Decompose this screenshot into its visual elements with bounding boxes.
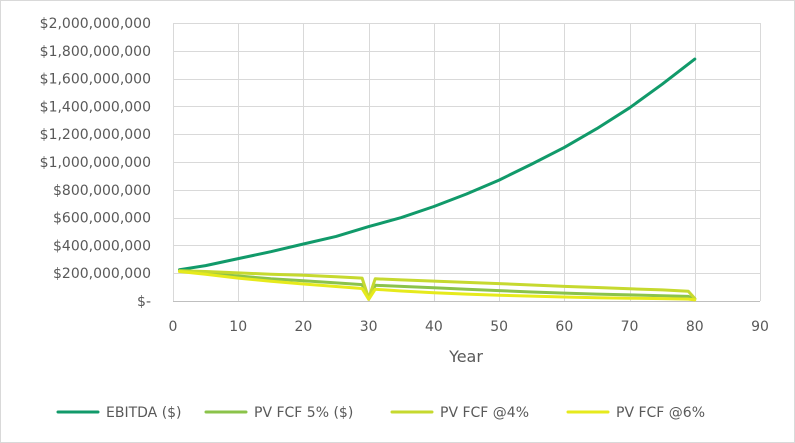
y-axis-tick-labels: $- $200,000,000 $400,000,000 $600,000,000 $8… — [40, 16, 151, 310]
x-tick-label: 80 — [686, 319, 704, 335]
series-line — [178, 57, 697, 272]
x-tick-label: 30 — [360, 319, 378, 335]
y-tick-label: $600,000,000 — [53, 211, 151, 227]
y-tick-label: $800,000,000 — [53, 183, 151, 199]
x-tick-label: 0 — [169, 319, 178, 335]
x-tick-label: 40 — [425, 319, 443, 335]
legend-label: PV FCF 5% ($) — [254, 405, 353, 421]
legend-item: PV FCF 5% ($) — [204, 405, 353, 421]
legend-label: PV FCF @6% — [616, 405, 705, 421]
x-tick-label: 20 — [295, 319, 313, 335]
y-tick-label: $1,600,000,000 — [40, 72, 151, 88]
y-tick-label: $1,400,000,000 — [40, 99, 151, 115]
gridlines — [173, 23, 761, 302]
y-tick-label: $200,000,000 — [53, 266, 151, 282]
legend-item: EBITDA ($) — [56, 405, 182, 421]
x-tick-label: 90 — [751, 319, 769, 335]
x-tick-label: 60 — [555, 319, 573, 335]
legend-label: EBITDA ($) — [106, 405, 182, 421]
legend: EBITDA ($) PV FCF 5% ($) PV FCF @4% PV FCF … — [56, 405, 705, 421]
legend-item: PV FCF @4% — [390, 405, 529, 421]
y-tick-label: $1,000,000,000 — [40, 155, 151, 171]
x-tick-label: 10 — [229, 319, 247, 335]
y-tick-label: $2,000,000,000 — [40, 16, 151, 32]
y-tick-label: $1,200,000,000 — [40, 127, 151, 143]
x-tick-label: 70 — [621, 319, 639, 335]
series-lines — [178, 57, 697, 302]
x-axis-title: Year — [448, 347, 483, 366]
y-tick-label: $400,000,000 — [53, 238, 151, 254]
series-line — [178, 270, 697, 302]
x-tick-label: 50 — [490, 319, 508, 335]
series-line — [178, 269, 697, 300]
x-axis-tick-labels: 0 10 20 30 40 50 60 70 80 90 — [169, 319, 769, 335]
y-tick-label: $1,800,000,000 — [40, 44, 151, 60]
series-line — [178, 269, 697, 301]
y-tick-label: $- — [137, 294, 151, 310]
legend-label: PV FCF @4% — [440, 405, 529, 421]
legend-item: PV FCF @6% — [566, 405, 705, 421]
